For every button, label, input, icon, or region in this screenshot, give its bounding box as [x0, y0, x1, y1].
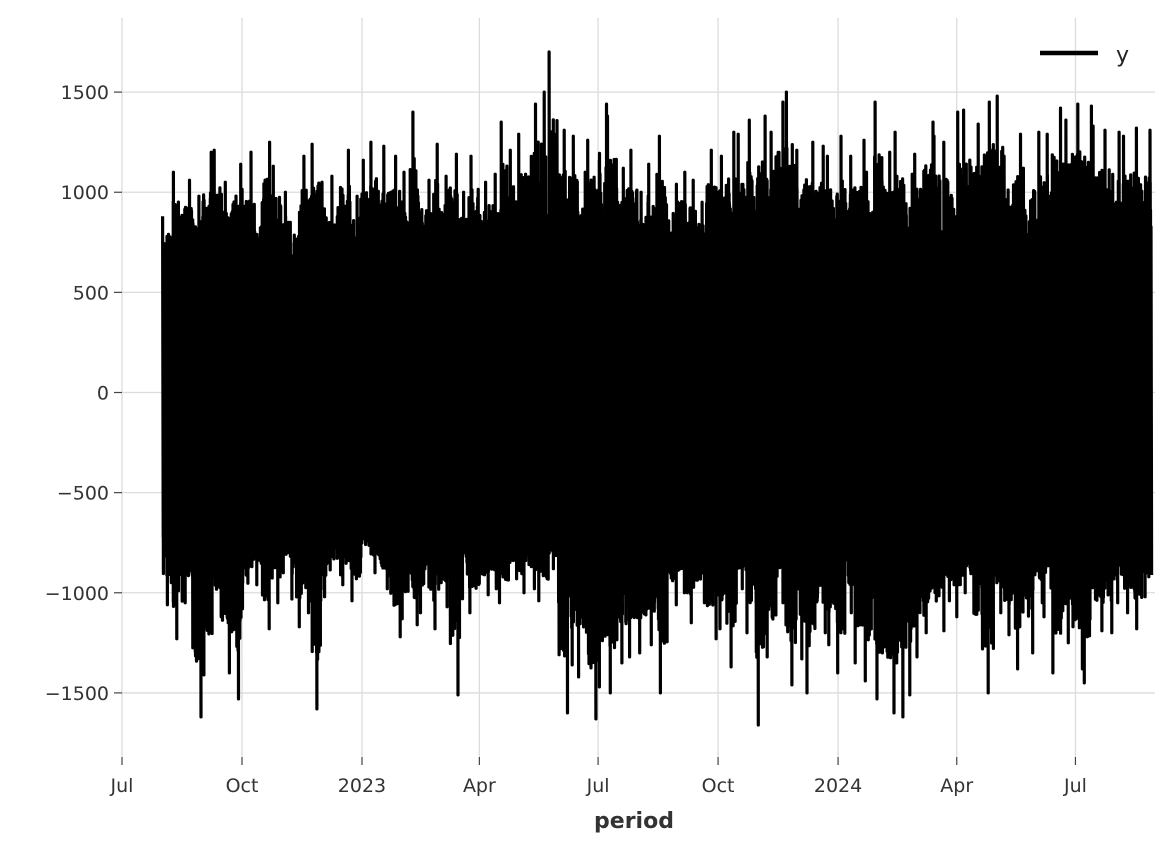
x-tick-label: Apr	[463, 775, 496, 797]
series-y	[161, 50, 1154, 727]
x-axis-ticks: Jul Oct 2023 Apr Jul Oct 2024 Apr Jul	[110, 757, 1087, 797]
y-tick-label: 0	[97, 383, 109, 405]
y-tick-label: −1000	[45, 583, 109, 605]
x-tick-label: 2023	[338, 775, 386, 797]
y-tick-label: 1000	[61, 182, 109, 204]
legend: y	[1040, 43, 1129, 68]
y-tick-label: −500	[57, 483, 109, 505]
x-tick-label: Oct	[702, 775, 735, 797]
x-tick-label: 2024	[814, 775, 862, 797]
x-tick-label: Jul	[110, 775, 134, 797]
x-tick-label: Oct	[226, 775, 259, 797]
y-axis-ticks: 1500 1000 500 0 −500 −1000 −1500	[45, 82, 122, 705]
x-axis-title: period	[594, 809, 674, 834]
y-tick-label: −1500	[45, 683, 109, 705]
series-line-y	[161, 50, 1154, 727]
x-tick-label: Jul	[1063, 775, 1087, 797]
y-tick-label: 1500	[61, 82, 109, 104]
x-tick-label: Jul	[586, 775, 610, 797]
legend-label-y: y	[1116, 43, 1129, 68]
x-tick-label: Apr	[940, 775, 973, 797]
y-tick-label: 500	[73, 282, 109, 304]
